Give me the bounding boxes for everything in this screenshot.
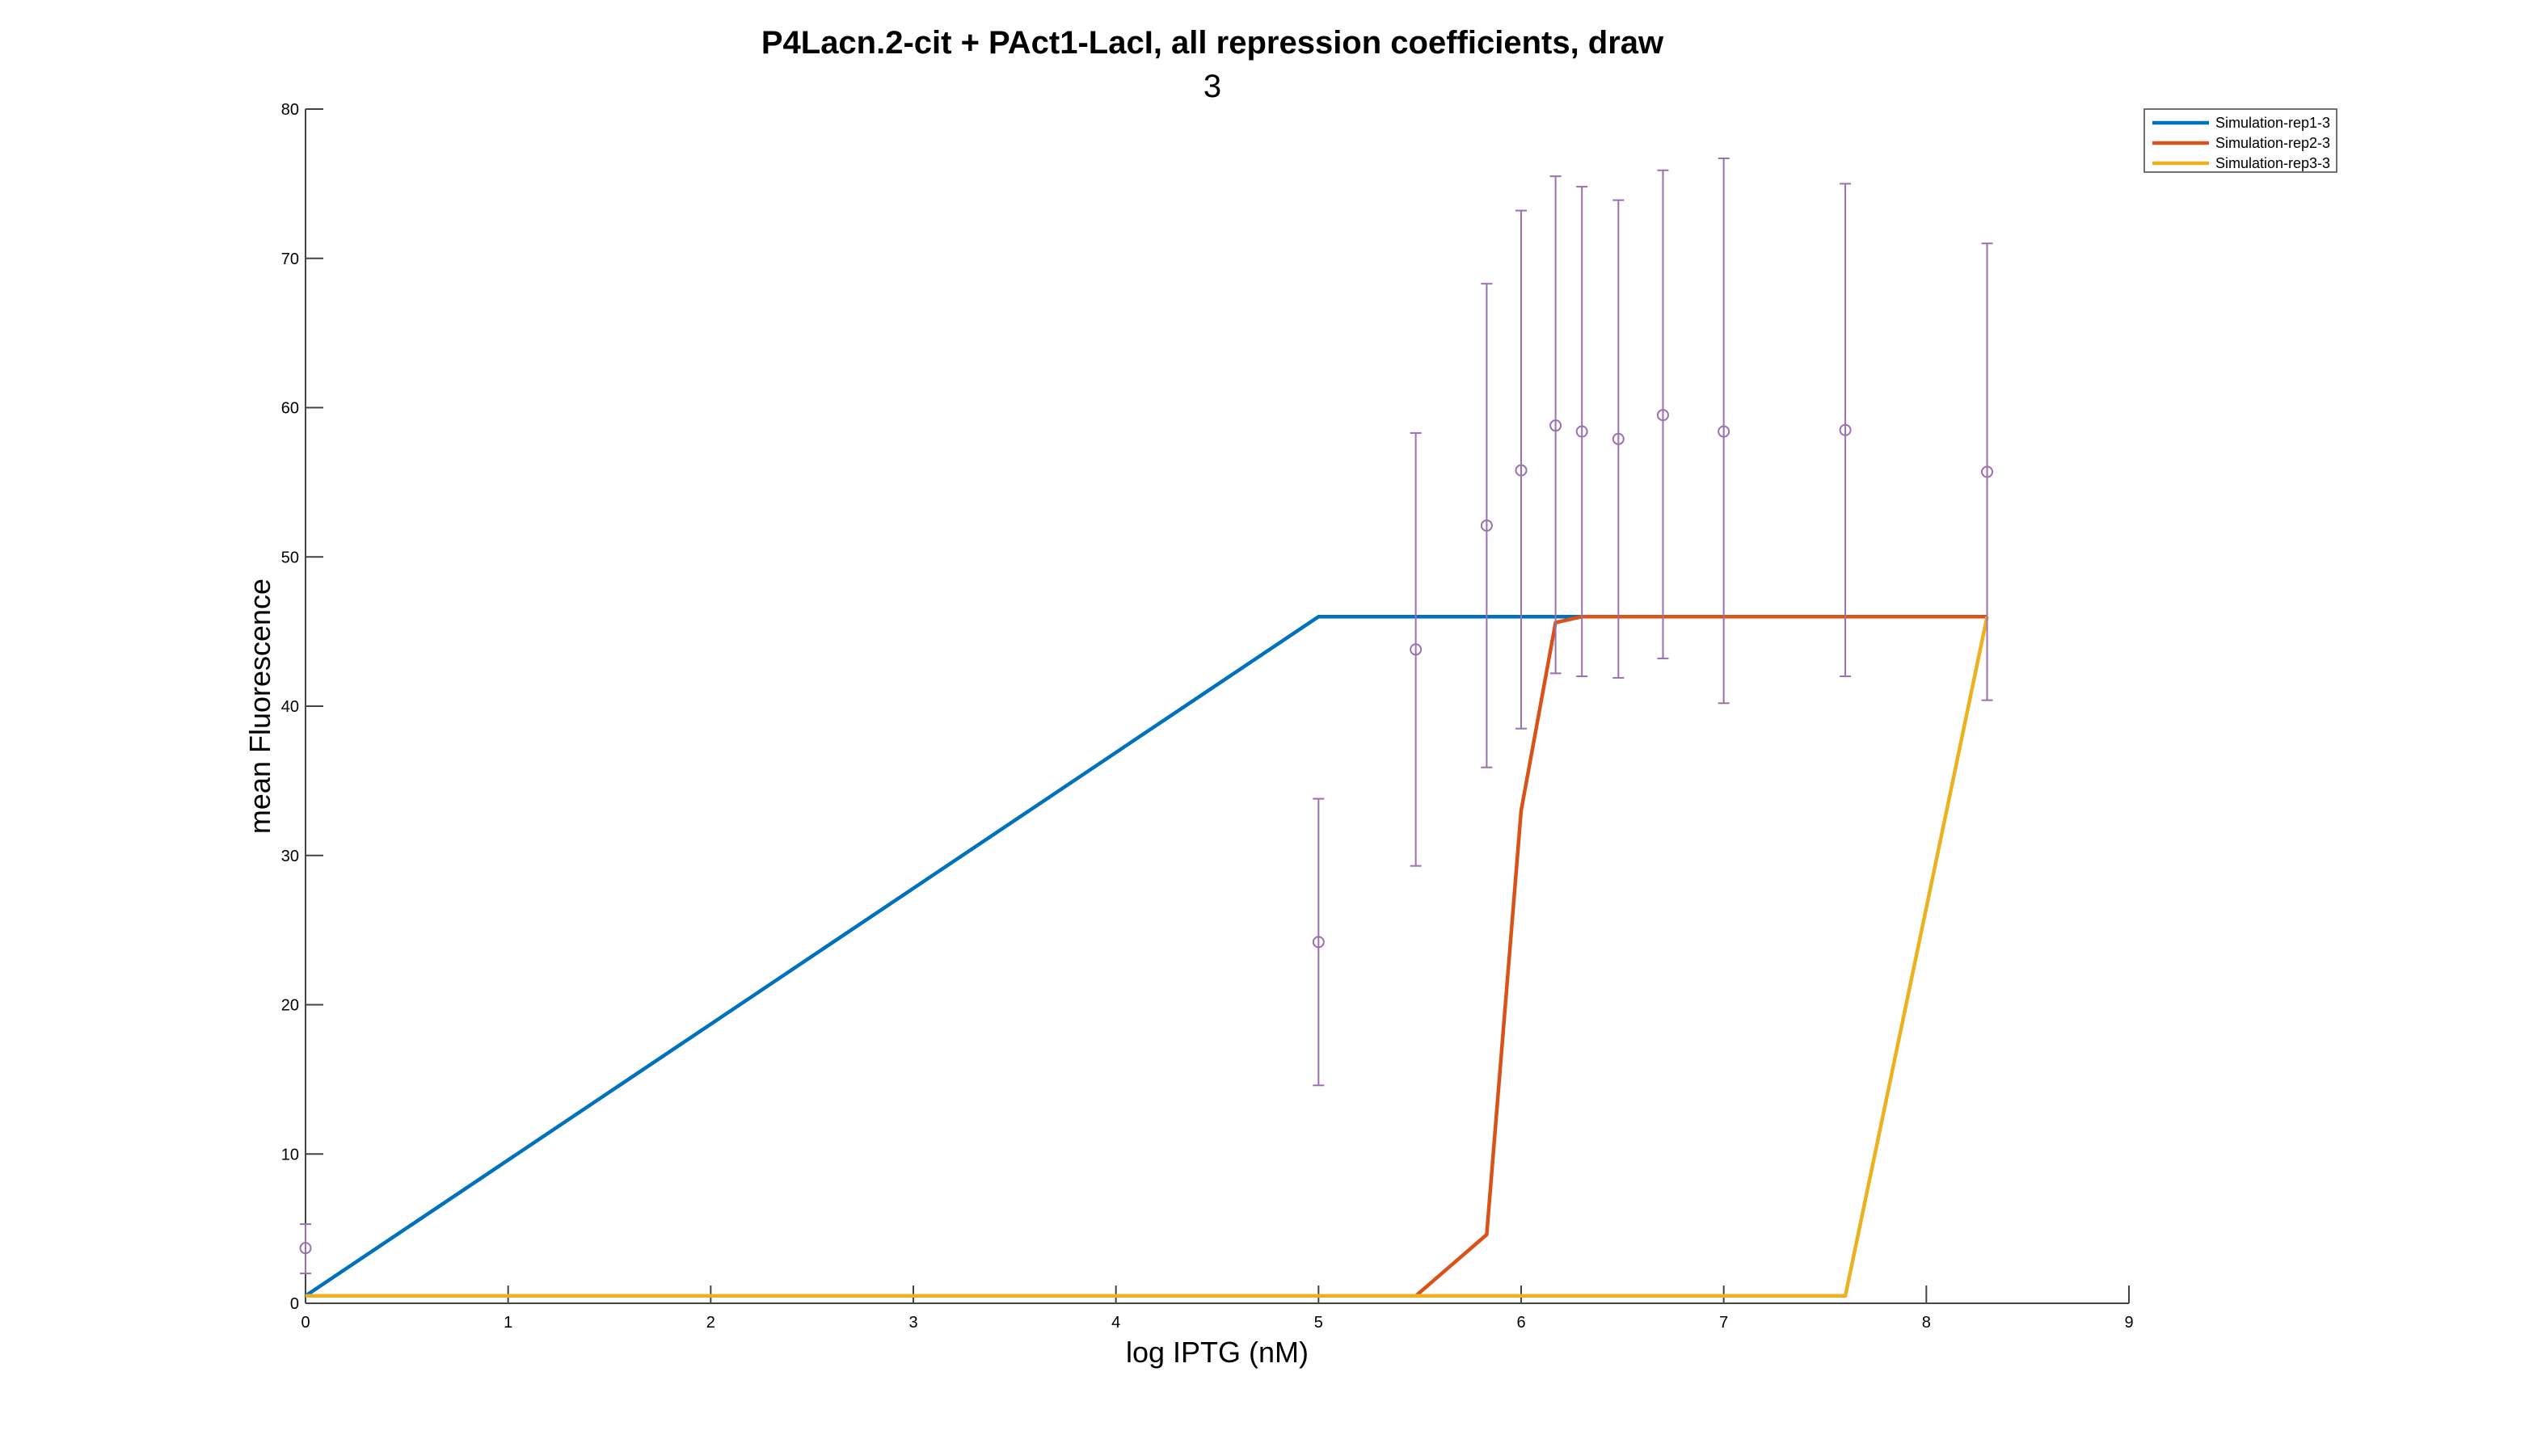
series-line-1 [304, 614, 1987, 1298]
errorbar-point [1656, 169, 1669, 659]
errorbar-point [1981, 242, 1994, 701]
series-line-3 [306, 616, 1989, 1298]
y-tick-label: 80 [281, 101, 299, 119]
data-point-marker [1981, 465, 1994, 478]
series-line-2 [1414, 614, 1987, 1298]
x-axis-label: log IPTG (nM) [1126, 1336, 1309, 1369]
chart-title: P4Lacn.2-cit + PAct1-LacI, all repressio… [761, 25, 1664, 104]
data-point-marker [1549, 419, 1562, 432]
y-tick-label: 30 [281, 848, 299, 865]
legend-item: Simulation-rep3-3 [2152, 155, 2330, 171]
data-point-marker [1312, 936, 1325, 949]
errorbar-layer [299, 157, 1994, 1275]
x-tick-label: 1 [504, 1314, 512, 1332]
x-tick-label: 7 [1719, 1314, 1728, 1332]
x-tick-label: 2 [706, 1314, 715, 1332]
x-tick-label: 9 [2124, 1314, 2133, 1332]
legend-item: Simulation-rep2-3 [2152, 135, 2330, 151]
y-ticks: 0 10 20 30 40 50 60 70 80 [281, 101, 323, 1313]
chart-title-line2: 3 [1203, 69, 1221, 104]
data-point-marker [1480, 519, 1493, 532]
y-tick-label: 0 [290, 1295, 299, 1313]
y-tick-label: 10 [281, 1146, 299, 1164]
errorbar-point [1312, 797, 1325, 1087]
errorbar-point [1612, 199, 1625, 679]
legend-item: Simulation-rep1-3 [2152, 115, 2330, 131]
y-axis-label: mean Fluorescence [243, 579, 276, 834]
y-tick-label: 20 [281, 997, 299, 1015]
legend-label: Simulation-rep3-3 [2215, 155, 2330, 171]
data-point-marker [1410, 643, 1423, 656]
errorbar-point [1410, 431, 1423, 867]
errorbar-point [1515, 209, 1528, 730]
data-point-marker [1839, 423, 1852, 436]
x-tick-label: 3 [908, 1314, 917, 1332]
errorbar-point [1549, 175, 1562, 675]
data-point-marker [1515, 464, 1528, 477]
x-tick-label: 4 [1111, 1314, 1120, 1332]
data-point-marker [1718, 425, 1730, 438]
series-layer [304, 614, 1989, 1298]
x-ticks: 0 1 2 3 4 5 6 7 8 9 [301, 1286, 2134, 1332]
y-tick-label: 50 [281, 549, 299, 566]
errorbar-point [299, 1223, 312, 1275]
axes [305, 109, 2129, 1304]
errorbar-point [1718, 157, 1730, 705]
chart-title-line1: P4Lacn.2-cit + PAct1-LacI, all repressio… [761, 25, 1664, 61]
errorbar-point [1839, 183, 1852, 678]
data-point-marker [1575, 425, 1588, 438]
legend-label: Simulation-rep2-3 [2215, 135, 2330, 151]
y-tick-label: 60 [281, 400, 299, 418]
x-tick-label: 5 [1314, 1314, 1323, 1332]
legend: Simulation-rep1-3 Simulation-rep2-3 Simula… [2143, 108, 2337, 173]
x-tick-label: 0 [301, 1314, 310, 1332]
x-tick-label: 8 [1922, 1314, 1931, 1332]
x-tick-label: 6 [1516, 1314, 1525, 1332]
y-tick-label: 40 [281, 698, 299, 716]
data-point-marker [1612, 432, 1625, 445]
y-tick-label: 70 [281, 250, 299, 268]
errorbar-point [1575, 186, 1588, 678]
data-point-marker [1656, 409, 1669, 422]
legend-label: Simulation-rep1-3 [2215, 115, 2330, 131]
data-point-marker [299, 1242, 312, 1255]
legend-items: Simulation-rep1-3 Simulation-rep2-3 Simula… [2152, 115, 2330, 171]
errorbar-point [1480, 283, 1493, 768]
